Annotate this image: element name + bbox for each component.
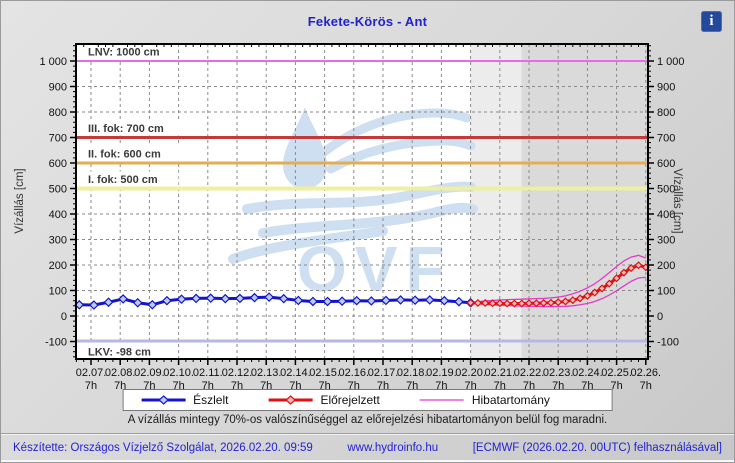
svg-text:02.18.: 02.18.	[397, 367, 428, 379]
svg-text:02.24.: 02.24.	[572, 367, 603, 379]
svg-text:800: 800	[49, 107, 67, 119]
svg-text:0: 0	[657, 311, 663, 323]
svg-text:02.19.: 02.19.	[426, 367, 457, 379]
svg-text:02.20.: 02.20.	[455, 367, 486, 379]
footer-model-info: [ECMWF (2026.02.20. 00UTC) felhasználásá…	[472, 442, 722, 454]
svg-text:-100: -100	[657, 337, 679, 349]
svg-text:600: 600	[49, 158, 67, 170]
svg-text:7h: 7h	[610, 380, 622, 392]
reference-lines	[76, 60, 648, 343]
svg-text:7h: 7h	[640, 380, 652, 392]
svg-text:-100: -100	[45, 337, 67, 349]
svg-text:02.09.: 02.09.	[134, 367, 165, 379]
y-axis-label-right: Vízállás [cm]	[671, 168, 683, 233]
svg-text:02.15.: 02.15.	[309, 367, 340, 379]
svg-text:600: 600	[657, 158, 675, 170]
svg-text:400: 400	[49, 209, 67, 221]
svg-text:02.13.: 02.13.	[251, 367, 282, 379]
svg-text:III. fok: 700 cm: III. fok: 700 cm	[88, 123, 164, 135]
footer-bar: Készítette: Országos Vízjelző Szolgálat,…	[1, 433, 734, 462]
observed-series	[74, 292, 476, 310]
y-axis-titles: Vízállás [cm] Vízállás [cm]	[14, 168, 683, 233]
info-icon[interactable]: i	[701, 11, 722, 32]
svg-text:200: 200	[657, 260, 675, 272]
svg-text:300: 300	[657, 235, 675, 247]
legend-label-observed: Észlelt	[193, 393, 229, 407]
legend-item-observed: Észlelt	[139, 393, 228, 407]
svg-text:1 000: 1 000	[657, 56, 685, 68]
y-axis-label-left: Vízállás [cm]	[14, 168, 26, 233]
forecast-line-swatch	[266, 395, 314, 405]
svg-text:700: 700	[49, 133, 67, 145]
legend-item-band: Hibatartomány	[418, 393, 550, 407]
svg-text:OVF: OVF	[297, 233, 453, 305]
svg-text:7h: 7h	[85, 380, 97, 392]
svg-text:02.23.: 02.23.	[543, 367, 574, 379]
svg-text:II. fok: 600 cm: II. fok: 600 cm	[88, 149, 161, 161]
probability-note: A vízállás mintegy 70%-os valószínűségge…	[127, 414, 608, 426]
svg-text:02.26.: 02.26.	[631, 367, 662, 379]
svg-text:0: 0	[61, 311, 67, 323]
reference-labels: LNV: 1000 cm III. fok: 700 cm II. fok: 600…	[83, 44, 191, 359]
svg-text:LNV: 1000 cm: LNV: 1000 cm	[88, 47, 160, 59]
svg-text:02.17.: 02.17.	[368, 367, 399, 379]
svg-text:02.12.: 02.12.	[222, 367, 253, 379]
forecast-series	[466, 261, 650, 308]
svg-text:02.14.: 02.14.	[280, 367, 311, 379]
svg-text:02.21.: 02.21.	[485, 367, 516, 379]
svg-text:500: 500	[657, 184, 675, 196]
svg-text:900: 900	[657, 82, 675, 94]
legend-item-forecast: Előrejelzett	[266, 393, 380, 407]
legend-label-forecast: Előrejelzett	[320, 393, 380, 407]
svg-text:02.11.: 02.11.	[193, 367, 223, 379]
observed-line-swatch	[139, 395, 187, 405]
water-level-chart: OVF LNV: 1000 cm III. fok: 700 cm II. fok: …	[14, 43, 685, 392]
legend-label-band: Hibatartomány	[471, 393, 550, 407]
svg-text:800: 800	[657, 107, 675, 119]
svg-text:300: 300	[49, 235, 67, 247]
svg-text:400: 400	[657, 209, 675, 221]
svg-text:700: 700	[657, 133, 675, 145]
svg-text:200: 200	[49, 260, 67, 272]
hydroinfo-link[interactable]: www.hydroinfo.hu	[347, 442, 439, 454]
page-title: Fekete-Körös - Ant	[307, 14, 428, 29]
svg-text:02.25.: 02.25.	[601, 367, 632, 379]
svg-text:I. fok: 500 cm: I. fok: 500 cm	[88, 174, 158, 186]
svg-text:1 000: 1 000	[39, 56, 67, 68]
svg-text:100: 100	[657, 286, 675, 298]
svg-text:500: 500	[49, 184, 67, 196]
svg-text:900: 900	[49, 82, 67, 94]
error-band-swatch	[418, 395, 466, 405]
svg-text:100: 100	[49, 286, 67, 298]
svg-text:02.07.: 02.07.	[76, 367, 107, 379]
svg-text:02.16.: 02.16.	[339, 367, 370, 379]
footer-made-by: Készítette: Országos Vízjelző Szolgálat,…	[13, 442, 313, 454]
chart-legend: Észlelt Előrejelzett Hibatartomány	[122, 389, 613, 411]
svg-text:02.10.: 02.10.	[163, 367, 194, 379]
svg-text:02.08.: 02.08.	[105, 367, 136, 379]
plot-border	[75, 43, 649, 360]
svg-text:02.22.: 02.22.	[514, 367, 545, 379]
svg-text:LKV: -98 cm: LKV: -98 cm	[88, 346, 151, 358]
